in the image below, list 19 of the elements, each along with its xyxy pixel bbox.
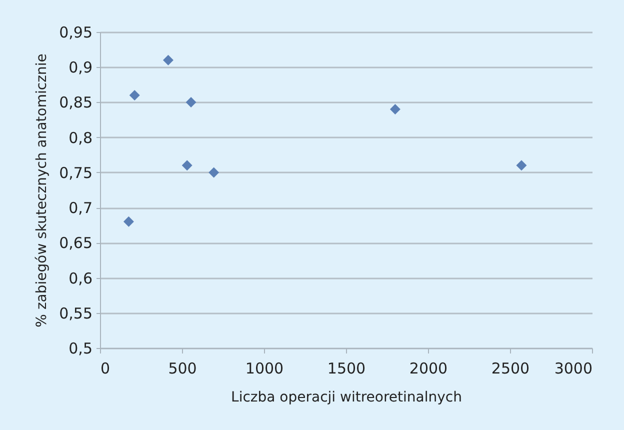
y-tick-label: 0,55 <box>59 304 92 322</box>
x-tick-label: 2500 <box>491 360 530 378</box>
x-tick-label: 3000 <box>554 360 592 378</box>
y-tick-label: 0,5 <box>68 340 92 358</box>
x-tick-label: 500 <box>168 360 197 378</box>
x-tick-label: 1000 <box>245 360 284 378</box>
y-tick-label: 0,6 <box>68 269 92 288</box>
y-tick-label: 0,65 <box>59 234 92 252</box>
y-tick-label: 0,7 <box>68 199 92 218</box>
y-tick-label: 0,75 <box>59 164 92 182</box>
x-tick-label: 1500 <box>327 360 366 378</box>
y-tick-label: 0,85 <box>59 94 92 112</box>
y-tick-label: 0,95 <box>59 24 92 42</box>
x-tick-label: 0 <box>100 360 110 378</box>
y-axis-title: % zabiegów skutecznych anatomicznie <box>34 54 50 328</box>
y-tick-label: 0,9 <box>68 58 92 77</box>
y-tick-label: 0,8 <box>68 128 92 147</box>
x-axis-title: Liczba operacji witreoretinalnych <box>231 390 462 406</box>
x-tick-label: 2000 <box>409 360 448 378</box>
